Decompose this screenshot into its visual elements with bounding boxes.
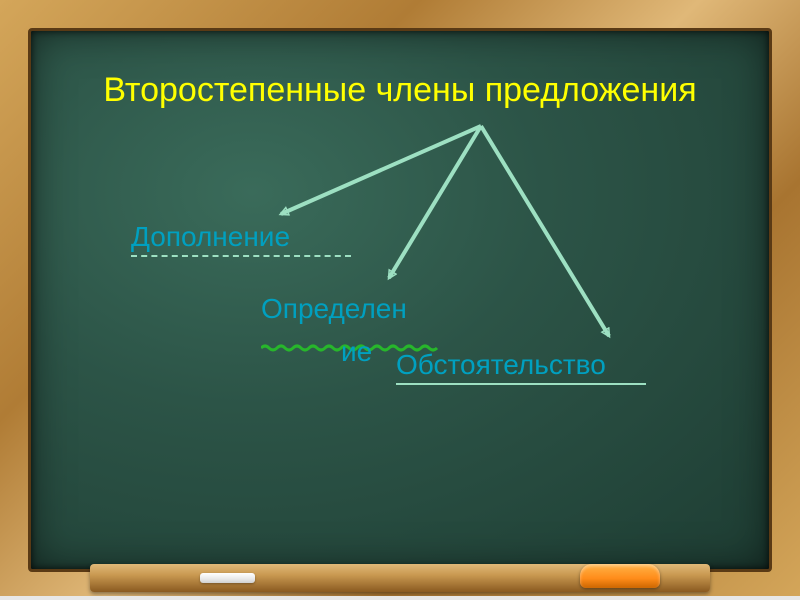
term-label-tail: ие <box>341 336 372 368</box>
term-opredelenie: Определен <box>261 293 441 335</box>
eraser-icon <box>580 564 660 588</box>
arrow-to-dopolnenie <box>281 126 481 214</box>
chalk-tray <box>90 564 710 592</box>
dashed-underline <box>131 255 351 257</box>
chalk-icon <box>200 573 255 583</box>
chalkboard-frame: Второстепенные члены предложения Дополне… <box>0 0 800 600</box>
diagram-title: Второстепенные члены предложения <box>31 71 769 110</box>
term-obstoyatelstvo: Обстоятельство <box>396 349 646 385</box>
term-dopolnenie: Дополнение <box>131 221 351 257</box>
term-opredelenie-tail: ие <box>341 336 372 368</box>
solid-underline <box>396 383 646 385</box>
scrollbar-gutter <box>0 596 800 600</box>
term-label: Обстоятельство <box>396 349 606 381</box>
wavy-underline <box>261 327 441 335</box>
arrow-to-obstoyatelstvo <box>481 126 609 336</box>
chalkboard-surface: Второстепенные члены предложения Дополне… <box>28 28 772 572</box>
arrow-to-opredelenie <box>389 126 481 278</box>
term-label: Дополнение <box>131 221 290 253</box>
term-label: Определен <box>261 293 407 325</box>
